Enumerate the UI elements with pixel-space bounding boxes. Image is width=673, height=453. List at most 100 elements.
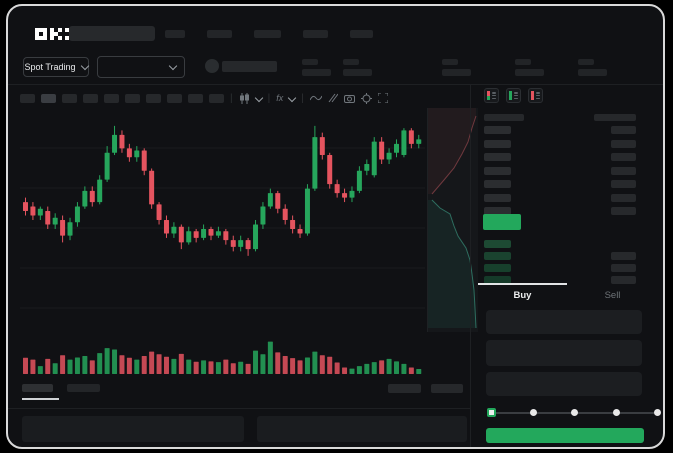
search-input[interactable] xyxy=(69,26,155,41)
stat-skeleton xyxy=(302,59,331,76)
nav-item-skeleton[interactable] xyxy=(303,30,328,38)
ask-price-skeleton xyxy=(484,153,511,161)
bottom-action-button[interactable] xyxy=(388,384,421,393)
price-input[interactable] xyxy=(486,310,642,334)
stat-skeleton xyxy=(343,59,372,76)
market-type-dropdown[interactable]: Spot Trading xyxy=(23,57,89,77)
slider-step-dot[interactable] xyxy=(654,409,661,416)
active-tab-underline xyxy=(22,398,59,400)
ask-amount-skeleton xyxy=(611,180,636,188)
ask-price-skeleton xyxy=(484,126,511,134)
ask-price-skeleton xyxy=(484,139,511,148)
fullscreen-icon[interactable] xyxy=(377,93,388,103)
slider-step-dot[interactable] xyxy=(612,409,620,416)
timeframe-button[interactable] xyxy=(83,93,98,103)
stat-value-skeleton xyxy=(578,69,607,76)
settings-icon[interactable] xyxy=(360,92,372,104)
timeframe-button[interactable] xyxy=(62,93,77,103)
slider-step-dot[interactable] xyxy=(571,409,578,416)
timeframe-button[interactable] xyxy=(20,93,35,103)
stat-label-skeleton xyxy=(302,59,318,65)
volume-chart xyxy=(23,341,422,374)
divider: | xyxy=(267,92,271,104)
bid-price-skeleton xyxy=(484,240,511,248)
ask-price-skeleton xyxy=(484,193,511,202)
stat-skeleton xyxy=(442,59,471,76)
divider xyxy=(8,408,470,409)
top-header xyxy=(8,20,663,50)
stat-value-skeleton xyxy=(343,69,372,76)
chevron-down-icon[interactable] xyxy=(254,93,263,103)
market-type-label: Spot Trading xyxy=(24,62,76,72)
stat-skeleton xyxy=(515,59,544,76)
bid-price-skeleton xyxy=(484,264,511,272)
bid-amount-skeleton xyxy=(611,252,636,260)
pair-name-skeleton xyxy=(222,61,277,72)
slider-handle[interactable] xyxy=(487,408,496,417)
chart-toolbar: | | fx | xyxy=(20,90,388,106)
pair-dropdown[interactable] xyxy=(97,56,185,78)
ask-price-skeleton xyxy=(484,166,511,175)
timeframe-button[interactable] xyxy=(167,93,182,103)
indicator-icon[interactable]: fx xyxy=(276,93,284,103)
ask-amount-skeleton xyxy=(611,126,636,134)
compare-icon[interactable] xyxy=(328,93,338,103)
divider xyxy=(470,84,471,447)
last-price-badge xyxy=(483,214,521,230)
chevron-down-icon[interactable] xyxy=(287,93,297,103)
divider: | xyxy=(301,92,304,104)
book-asks-icon[interactable] xyxy=(528,88,543,103)
divider: | xyxy=(230,92,233,104)
timeframe-button[interactable] xyxy=(188,93,203,103)
orderbook-col-header xyxy=(594,114,636,121)
line-tool-icon[interactable] xyxy=(309,94,322,102)
book-both-icon[interactable] xyxy=(484,88,499,103)
candlestick-chart[interactable] xyxy=(20,108,425,332)
ask-amount-skeleton xyxy=(611,139,636,148)
nav-item-skeleton[interactable] xyxy=(350,30,373,38)
stat-label-skeleton xyxy=(578,59,594,65)
bottom-action-button[interactable] xyxy=(431,384,463,393)
ask-amount-skeleton xyxy=(611,193,636,202)
bottom-tab[interactable] xyxy=(67,384,100,392)
chevron-down-icon xyxy=(80,61,89,70)
book-bids-icon[interactable] xyxy=(506,88,521,103)
stat-skeleton xyxy=(578,59,607,76)
candles-icon[interactable] xyxy=(239,92,250,104)
market-bar: Spot Trading xyxy=(8,54,663,84)
camera-icon[interactable] xyxy=(343,93,355,103)
divider xyxy=(8,84,663,85)
chevron-down-icon xyxy=(168,61,178,70)
timeframe-button[interactable] xyxy=(41,93,56,103)
slider-step-dot[interactable] xyxy=(529,409,537,416)
bid-amount-skeleton xyxy=(611,276,636,284)
tab-buy[interactable]: Buy xyxy=(478,290,567,301)
stat-value-skeleton xyxy=(442,69,471,76)
bottom-tab-active[interactable] xyxy=(22,384,53,392)
nav-item-skeleton[interactable] xyxy=(254,30,281,38)
depth-chart[interactable] xyxy=(427,108,478,332)
stat-value-skeleton xyxy=(515,69,544,76)
stat-label-skeleton xyxy=(442,59,458,65)
timeframe-button[interactable] xyxy=(146,93,161,103)
nav-item-skeleton[interactable] xyxy=(165,30,185,38)
main-nav xyxy=(165,30,373,38)
timeframe-button[interactable] xyxy=(209,93,224,103)
submit-buy-button[interactable] xyxy=(486,428,644,443)
bottom-panel-right xyxy=(257,416,467,442)
ask-price-skeleton xyxy=(484,180,511,188)
orderbook-col-header xyxy=(484,114,524,121)
bid-amount-skeleton xyxy=(611,264,636,272)
timeframe-button[interactable] xyxy=(104,93,119,103)
ask-price-skeleton xyxy=(484,207,511,215)
total-input[interactable] xyxy=(486,372,642,396)
buy-tab-indicator xyxy=(478,283,567,285)
tab-sell[interactable]: Sell xyxy=(568,290,657,301)
timeframe-button[interactable] xyxy=(125,93,140,103)
nav-item-skeleton[interactable] xyxy=(207,30,232,38)
bottom-tabbar xyxy=(8,380,470,412)
timeframe-group xyxy=(20,93,224,103)
ask-amount-skeleton xyxy=(611,153,636,161)
coin-avatar xyxy=(205,59,219,73)
amount-input[interactable] xyxy=(486,340,642,366)
